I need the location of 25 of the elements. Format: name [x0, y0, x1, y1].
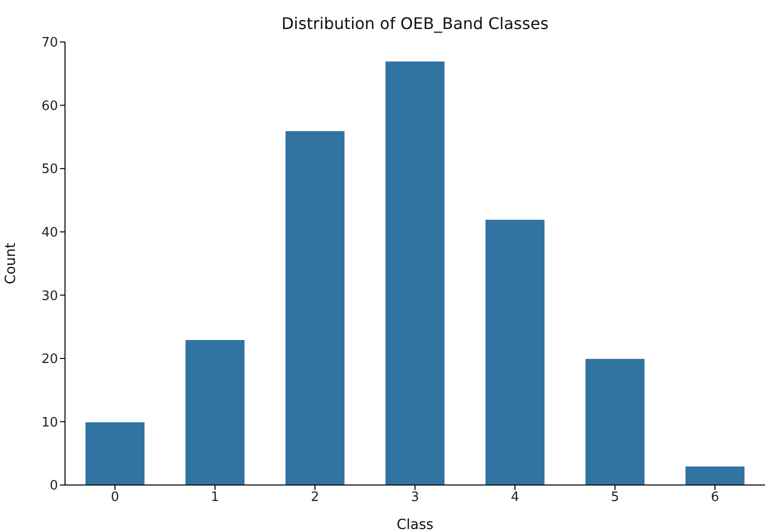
bar: [484, 218, 546, 485]
x-tick-label: 3: [410, 490, 420, 506]
y-tick-label: 0: [50, 478, 58, 494]
x-tick-label: 4: [510, 490, 520, 506]
x-tick-label: 0: [110, 490, 120, 506]
y-tick-label: 50: [41, 162, 58, 178]
x-tick-label: 2: [310, 490, 320, 506]
x-tick-label: 6: [710, 490, 720, 506]
y-tick-label: 30: [41, 288, 58, 304]
y-tick-label: 60: [41, 98, 58, 114]
bar: [184, 338, 246, 485]
bar: [584, 358, 646, 485]
y-tick-label: 70: [41, 36, 58, 51]
x-tick-label: 5: [610, 490, 620, 506]
x-tick-label: 1: [210, 490, 220, 506]
bar: [284, 130, 346, 485]
y-tick-label: 40: [41, 225, 58, 240]
chart-title: Distribution of OEB_Band Classes: [280, 14, 550, 33]
bar: [384, 60, 446, 485]
y-tick-label: 10: [41, 415, 58, 430]
bar: [684, 466, 746, 485]
y-axis-title: Count: [2, 242, 19, 284]
x-axis-title: Class: [396, 517, 434, 531]
bar: [84, 421, 146, 485]
y-tick-label: 20: [41, 352, 58, 368]
